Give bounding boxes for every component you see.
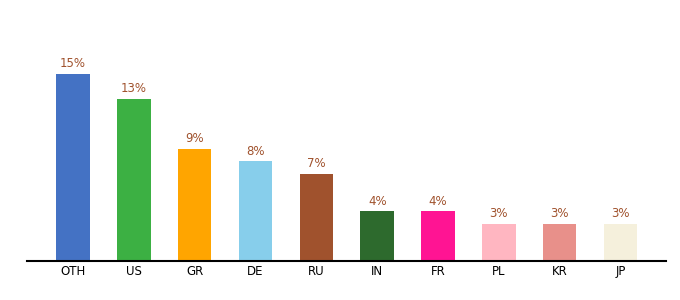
Bar [543, 224, 577, 261]
Text: 3%: 3% [611, 207, 630, 220]
Bar [604, 224, 637, 261]
Bar [482, 224, 515, 261]
Bar [300, 173, 333, 261]
Bar [117, 98, 150, 261]
Bar [422, 211, 455, 261]
Bar [239, 161, 272, 261]
Bar [178, 148, 211, 261]
Text: 9%: 9% [186, 132, 204, 146]
Text: 3%: 3% [490, 207, 508, 220]
Text: 15%: 15% [60, 57, 86, 70]
Text: 4%: 4% [429, 195, 447, 208]
Text: 3%: 3% [551, 207, 569, 220]
Bar [360, 211, 394, 261]
Text: 13%: 13% [121, 82, 147, 95]
Text: 7%: 7% [307, 158, 326, 170]
Text: 4%: 4% [368, 195, 386, 208]
Text: 8%: 8% [246, 145, 265, 158]
Bar [56, 74, 90, 261]
